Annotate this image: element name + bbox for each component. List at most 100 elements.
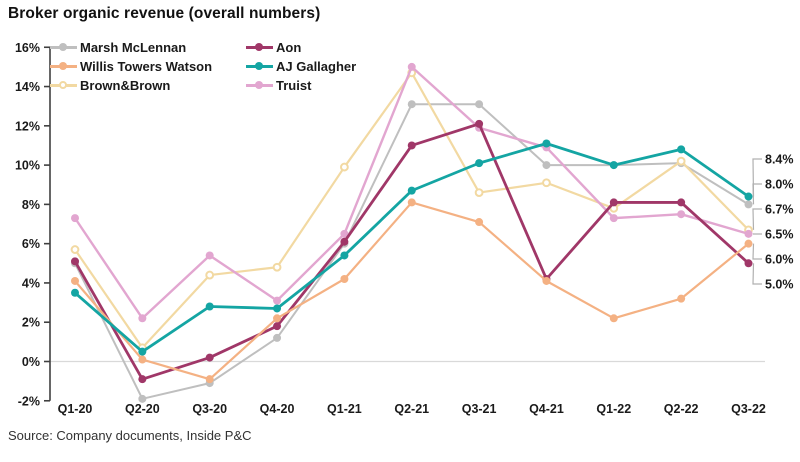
x-axis-label: Q2-20 — [125, 402, 160, 416]
leader-line — [753, 209, 762, 230]
data-point — [408, 198, 416, 206]
data-point — [341, 164, 348, 171]
series-line-3 — [75, 124, 749, 379]
legend-marker-icon — [246, 43, 273, 53]
data-point — [206, 251, 214, 259]
x-axis-label: Q2-22 — [664, 402, 699, 416]
x-axis-label: Q1-21 — [327, 402, 362, 416]
y-axis-label: 2% — [22, 316, 40, 330]
y-axis-label: -2% — [18, 394, 40, 408]
data-point — [475, 100, 483, 108]
data-point — [408, 141, 416, 149]
data-point — [677, 295, 685, 303]
legend-item: Brown&Brown — [50, 76, 246, 95]
data-point — [745, 230, 753, 238]
end-value-label: 8.0% — [765, 178, 794, 192]
data-point — [138, 314, 146, 322]
data-point — [206, 375, 214, 383]
data-point — [610, 198, 618, 206]
data-point — [340, 275, 348, 283]
data-point — [543, 179, 550, 186]
series-line-4 — [75, 143, 749, 351]
data-point — [71, 257, 79, 265]
y-axis-label: 10% — [15, 159, 40, 173]
x-axis-label: Q3-20 — [192, 402, 227, 416]
data-point — [542, 161, 550, 169]
data-point — [71, 289, 79, 297]
data-point — [206, 303, 214, 311]
data-point — [542, 139, 550, 147]
y-axis-label: 16% — [15, 41, 40, 55]
data-point — [72, 246, 79, 253]
x-axis-label: Q1-22 — [596, 402, 631, 416]
legend-marker-icon — [246, 62, 273, 72]
data-point — [677, 198, 685, 206]
data-point — [340, 238, 348, 246]
data-point — [274, 264, 281, 271]
data-point — [610, 214, 618, 222]
legend-marker-icon — [50, 62, 77, 72]
x-axis-label: Q4-21 — [529, 402, 564, 416]
data-point — [206, 272, 213, 279]
data-point — [745, 259, 753, 267]
data-point — [408, 63, 416, 71]
end-value-label: 6.5% — [765, 228, 794, 242]
legend-label: Aon — [276, 40, 301, 55]
data-point — [273, 304, 281, 312]
data-point — [138, 356, 146, 364]
leader-line — [753, 159, 762, 197]
data-point — [273, 297, 281, 305]
end-value-label: 8.4% — [765, 153, 794, 167]
data-point — [475, 218, 483, 226]
data-point — [610, 314, 618, 322]
leader-line — [753, 263, 762, 284]
legend-label: Marsh McLennan — [80, 40, 186, 55]
leader-line — [753, 244, 762, 259]
x-axis-label: Q4-20 — [260, 402, 295, 416]
data-point — [678, 158, 685, 165]
y-axis-label: 4% — [22, 276, 40, 290]
data-point — [273, 334, 281, 342]
legend-marker-icon — [246, 81, 273, 91]
legend-item: Marsh McLennan — [50, 38, 246, 57]
data-point — [475, 120, 483, 128]
legend-label: Truist — [276, 78, 311, 93]
data-point — [610, 161, 618, 169]
data-point — [71, 214, 79, 222]
data-point — [408, 100, 416, 108]
legend-label: Brown&Brown — [80, 78, 170, 93]
data-point — [408, 187, 416, 195]
x-axis-label: Q3-21 — [462, 402, 497, 416]
y-axis-label: 8% — [22, 198, 40, 212]
y-axis-label: 14% — [15, 80, 40, 94]
data-point — [71, 277, 79, 285]
legend-marker-icon — [50, 81, 77, 91]
chart-title: Broker organic revenue (overall numbers) — [8, 5, 320, 23]
x-axis-label: Q3-22 — [731, 402, 766, 416]
data-point — [677, 210, 685, 218]
end-value-label: 5.0% — [765, 278, 794, 292]
x-axis-label: Q2-21 — [394, 402, 429, 416]
legend-item: AJ Gallagher — [246, 57, 356, 76]
data-point — [542, 277, 550, 285]
data-point — [138, 348, 146, 356]
data-point — [273, 314, 281, 322]
y-axis-label: 12% — [15, 119, 40, 133]
series-line-2 — [75, 73, 749, 348]
series-line-1 — [75, 202, 749, 379]
data-point — [745, 200, 753, 208]
end-value-label: 6.0% — [765, 253, 794, 267]
data-point — [476, 189, 483, 196]
data-point — [138, 375, 146, 383]
source-note: Source: Company documents, Inside P&C — [8, 428, 252, 443]
data-point — [475, 159, 483, 167]
data-point — [273, 322, 281, 330]
legend-item: Aon — [246, 38, 356, 57]
legend-label: AJ Gallagher — [276, 59, 356, 74]
end-value-label: 6.7% — [765, 203, 794, 217]
data-point — [745, 240, 753, 248]
leader-line — [753, 184, 762, 204]
legend-marker-icon — [50, 43, 77, 53]
y-axis-label: 0% — [22, 355, 40, 369]
x-axis-label: Q1-20 — [58, 402, 93, 416]
